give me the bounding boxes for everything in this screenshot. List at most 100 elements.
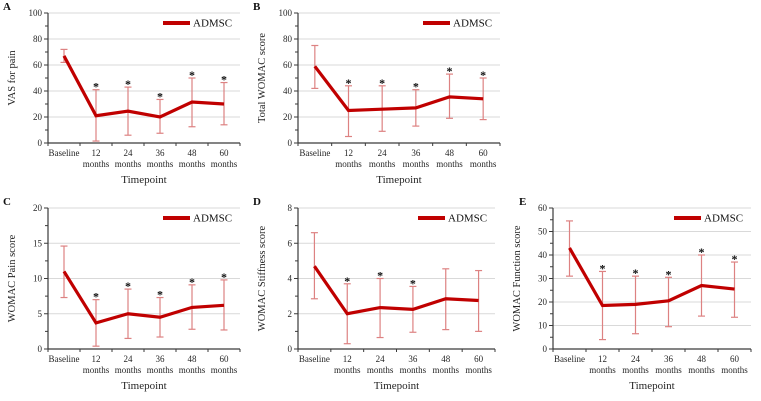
x-tick-label: Baseline xyxy=(299,148,330,158)
significance-star: * xyxy=(666,267,672,281)
series-line-ADMSC xyxy=(62,270,225,325)
x-tick-label: months xyxy=(432,365,459,375)
x-tick-label: months xyxy=(115,365,142,375)
y-tick-label: 4 xyxy=(288,274,293,284)
significance-star: * xyxy=(413,80,419,94)
y-tick-label: 6 xyxy=(288,238,293,248)
series-line-ADMSC xyxy=(313,265,479,316)
y-axis-title: WOMAC Function score xyxy=(512,225,523,331)
y-tick-label: 20 xyxy=(33,112,43,122)
significance-star: * xyxy=(93,80,99,94)
x-tick-label: months xyxy=(622,365,649,375)
x-tick-label: 36 xyxy=(408,354,418,364)
panel-label-E: E xyxy=(519,196,527,208)
x-tick-label: 60 xyxy=(479,148,489,158)
chart-panel-c: C * * * * * 0 5 10 15 20 Baseline 12 months 24 months 36… xyxy=(0,195,250,401)
significance-star: * xyxy=(157,89,163,103)
legend: ADMSC xyxy=(674,213,743,225)
x-tick-label: 36 xyxy=(156,148,166,158)
x-tick-label: months xyxy=(400,365,427,375)
x-tick-label: 36 xyxy=(411,148,421,158)
legend: ADMSC xyxy=(418,213,487,225)
legend-label: ADMSC xyxy=(453,18,492,30)
legend: ADMSC xyxy=(163,18,232,30)
y-tick-label: 0 xyxy=(38,138,43,148)
y-tick-label: 50 xyxy=(538,227,548,237)
y-tick-label: 100 xyxy=(279,8,293,18)
panel-label-B: B xyxy=(253,1,261,13)
y-tick-label: 60 xyxy=(538,203,548,213)
y-tick-label: 100 xyxy=(29,8,43,18)
y-tick-label: 0 xyxy=(288,344,293,354)
significance-star: * xyxy=(221,73,227,87)
y-tick-label: 20 xyxy=(538,297,548,307)
significance-star: * xyxy=(699,245,705,259)
x-tick-label: 60 xyxy=(220,148,230,158)
x-tick-label: Baseline xyxy=(299,354,330,364)
x-tick-label: 12 xyxy=(598,354,607,364)
x-tick-label: months xyxy=(335,159,362,169)
x-tick-label: 24 xyxy=(376,354,386,364)
y-tick-label: 60 xyxy=(33,60,43,70)
x-tick-label: 60 xyxy=(474,354,484,364)
significance-star: * xyxy=(221,270,227,284)
significance-star: * xyxy=(633,266,639,280)
significance-star: * xyxy=(732,252,738,266)
y-tick-label: 40 xyxy=(538,250,548,260)
error-bar xyxy=(731,261,738,318)
x-tick-label: 12 xyxy=(343,354,352,364)
y-tick-label: 0 xyxy=(288,138,293,148)
x-tick-label: 48 xyxy=(697,354,707,364)
y-axis-title: VAS for pain xyxy=(7,50,18,106)
y-tick-label: 40 xyxy=(33,86,43,96)
x-axis-title: Timepoint xyxy=(376,174,421,186)
x-tick-label: 60 xyxy=(730,354,740,364)
x-tick-label: 12 xyxy=(92,354,101,364)
significance-star: * xyxy=(447,64,453,78)
series-line-ADMSC xyxy=(62,55,225,119)
significance-star: * xyxy=(189,68,195,82)
y-tick-label: 20 xyxy=(33,203,43,213)
x-tick-label: months xyxy=(367,365,394,375)
significance-star: * xyxy=(377,269,383,283)
x-tick-label: 36 xyxy=(664,354,674,364)
significance-star: * xyxy=(189,275,195,289)
chart-panel-b: B * * * * * 0 20 40 60 80 100 Baseline 12 months 24 mont… xyxy=(250,0,510,195)
y-tick-label: 80 xyxy=(283,34,293,44)
y-tick-label: 20 xyxy=(283,112,293,122)
x-tick-label: months xyxy=(655,365,682,375)
x-tick-label: Baseline xyxy=(49,354,80,364)
y-axis-title: Total WOMAC score xyxy=(257,33,268,123)
error-bar xyxy=(475,269,483,332)
x-tick-label: 48 xyxy=(188,148,198,158)
x-tick-label: months xyxy=(115,159,142,169)
panel-label-C: C xyxy=(3,196,11,208)
x-tick-label: months xyxy=(211,159,238,169)
x-axis-title: Timepoint xyxy=(374,380,419,392)
y-axis-title: WOMAC Stiffness score xyxy=(257,225,268,331)
x-tick-label: months xyxy=(179,365,206,375)
y-tick-label: 8 xyxy=(288,203,293,213)
significance-star: * xyxy=(344,274,350,288)
significance-star: * xyxy=(600,261,606,275)
x-tick-label: 60 xyxy=(220,354,230,364)
y-tick-label: 10 xyxy=(33,274,43,284)
x-tick-label: months xyxy=(465,365,492,375)
chart-panel-d: D * * * 0 2 4 6 8 Baseline 12 months 24 months 36 month… xyxy=(250,195,505,401)
significance-star: * xyxy=(93,290,99,304)
x-tick-label: 24 xyxy=(124,354,134,364)
significance-star: * xyxy=(410,276,416,290)
x-tick-label: months xyxy=(334,365,361,375)
significance-star: * xyxy=(480,68,486,82)
series-line-ADMSC xyxy=(313,65,484,113)
y-tick-label: 40 xyxy=(283,86,293,96)
figure-row-top: A * * * * * 0 20 40 60 80 100 Baseline 12 months 24 mont… xyxy=(0,0,761,195)
y-tick-label: 80 xyxy=(33,34,43,44)
x-axis-title: Timepoint xyxy=(121,174,166,186)
x-tick-label: 24 xyxy=(378,148,388,158)
error-bar xyxy=(479,77,487,121)
